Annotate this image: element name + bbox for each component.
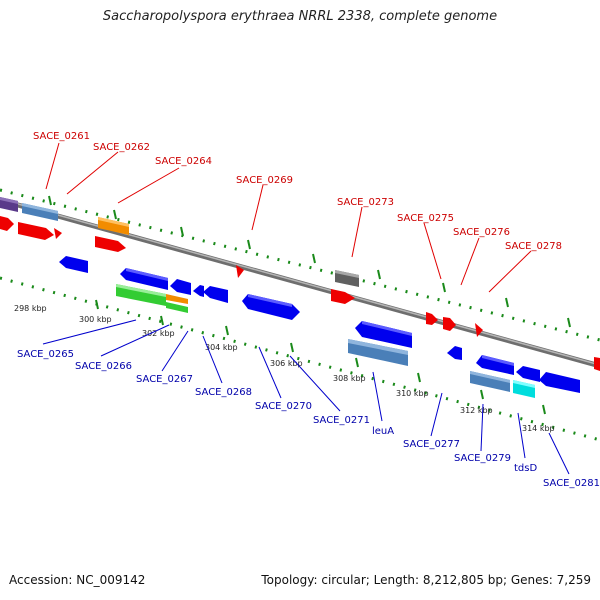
accession-text: Accession: NC_009142 xyxy=(9,573,146,587)
gene-label[interactable]: tdsD xyxy=(514,463,537,474)
genome-backbone xyxy=(0,197,600,369)
gene-label[interactable]: SACE_0262 xyxy=(93,142,150,153)
feature-orange[interactable] xyxy=(98,217,129,235)
gene-arrow-forward[interactable] xyxy=(18,222,54,240)
tick-label: 312 kbp xyxy=(460,406,493,415)
gene-label[interactable]: SACE_0265 xyxy=(17,349,74,360)
gene-label[interactable]: SACE_0270 xyxy=(255,401,312,412)
gene-arrow-reverse[interactable] xyxy=(516,366,540,382)
gene-label[interactable]: SACE_0269 xyxy=(236,175,293,186)
top-callout-lines xyxy=(45,142,532,293)
tick-label: 298 kbp xyxy=(14,304,47,313)
bottom-callout-lines xyxy=(42,319,570,475)
gene-arrow-reverse[interactable] xyxy=(242,294,300,320)
gene-label[interactable]: SACE_0268 xyxy=(195,387,252,398)
feature-orange[interactable] xyxy=(166,294,188,304)
genome-summary-text: Topology: circular; Length: 8,212,805 bp… xyxy=(261,573,591,587)
gene-arrow-forward[interactable] xyxy=(95,236,126,252)
gene-label[interactable]: SACE_0273 xyxy=(337,197,394,208)
gene-arrow-forward[interactable] xyxy=(236,265,244,278)
gene-label[interactable]: SACE_0275 xyxy=(397,213,454,224)
feature-steelblue[interactable] xyxy=(22,203,58,221)
gene-label[interactable]: SACE_0279 xyxy=(454,453,511,464)
gene-arrow-forward[interactable] xyxy=(426,312,438,325)
gene-arrow-forward[interactable] xyxy=(443,317,456,331)
forward-genes xyxy=(0,197,600,371)
gene-label[interactable]: SACE_0271 xyxy=(313,415,370,426)
lower-scale-track xyxy=(0,276,600,442)
feature-purple[interactable] xyxy=(0,197,18,212)
scale-tick-labels: 298 kbp 300 kbp 302 kbp 304 kbp 306 kbp … xyxy=(14,304,555,433)
feature-steelblue[interactable] xyxy=(470,371,510,392)
gene-arrow-reverse[interactable] xyxy=(203,286,228,303)
gene-arrow-forward[interactable] xyxy=(475,323,483,337)
gene-arrow-reverse[interactable] xyxy=(447,346,462,360)
gene-label[interactable]: SACE_0281 xyxy=(543,478,600,489)
gene-arrow-reverse[interactable] xyxy=(170,279,191,295)
gene-arrow-forward[interactable] xyxy=(331,289,355,304)
upper-scale-track xyxy=(0,188,600,342)
feature-steelblue[interactable] xyxy=(348,339,408,366)
gene-arrow-reverse[interactable] xyxy=(539,372,580,393)
bottom-gene-labels: SACE_0265 SACE_0266 SACE_0267 SACE_0268 … xyxy=(17,349,600,489)
gene-arrow-forward[interactable] xyxy=(594,357,600,371)
feature-green[interactable] xyxy=(166,302,188,313)
tick-label: 302 kbp xyxy=(142,329,175,338)
gene-label[interactable]: SACE_0267 xyxy=(136,374,193,385)
tick-label: 300 kbp xyxy=(79,315,112,324)
feature-gray[interactable] xyxy=(335,270,359,287)
gene-label[interactable]: SACE_0276 xyxy=(453,227,510,238)
map-title: Saccharopolyspora erythraea NRRL 2338, c… xyxy=(102,9,498,24)
gene-label[interactable]: leuA xyxy=(372,426,394,437)
gene-label[interactable]: SACE_0277 xyxy=(403,439,460,450)
gene-label[interactable]: SACE_0261 xyxy=(33,131,90,142)
feature-cyan[interactable] xyxy=(513,380,535,398)
gene-arrow-forward[interactable] xyxy=(0,216,14,231)
gene-label[interactable]: SACE_0266 xyxy=(75,361,132,372)
tick-label: 304 kbp xyxy=(205,343,238,352)
gene-arrow-reverse[interactable] xyxy=(355,321,412,348)
tick-label: 310 kbp xyxy=(396,389,429,398)
gene-arrow-reverse[interactable] xyxy=(59,256,88,273)
gene-arrow-reverse[interactable] xyxy=(476,355,514,375)
tick-label: 314 kbp xyxy=(522,424,555,433)
gene-label[interactable]: SACE_0264 xyxy=(155,156,212,167)
gene-arrow-reverse[interactable] xyxy=(193,285,204,297)
gene-arrow-reverse[interactable] xyxy=(120,268,168,290)
feature-green[interactable] xyxy=(116,284,166,306)
gene-label[interactable]: SACE_0278 xyxy=(505,241,562,252)
top-gene-labels: SACE_0261 SACE_0262 SACE_0264 SACE_0269 … xyxy=(33,131,562,252)
gene-arrow-forward[interactable] xyxy=(54,228,62,239)
tick-label: 308 kbp xyxy=(333,374,366,383)
reverse-genes xyxy=(59,256,580,398)
tick-label: 306 kbp xyxy=(270,359,303,368)
